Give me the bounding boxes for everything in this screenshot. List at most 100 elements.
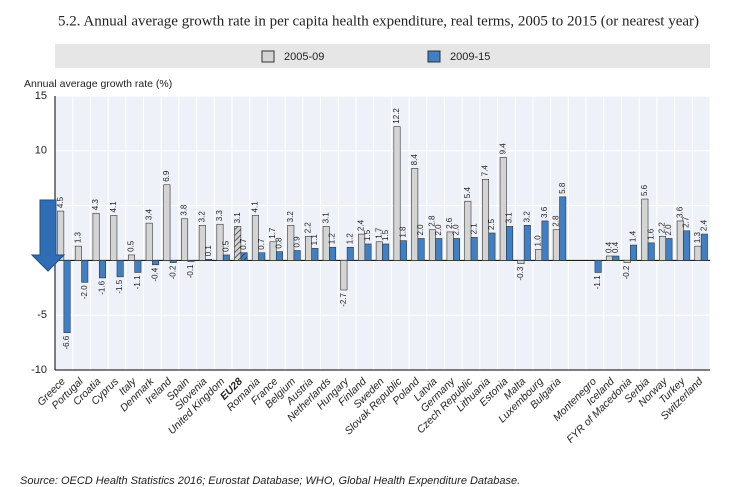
bar: [464, 200, 472, 261]
bar: [382, 243, 390, 261]
value-label: 5.8: [558, 182, 567, 194]
value-label: 0.4: [611, 241, 620, 253]
bar: [393, 126, 401, 261]
value-label: 4.5: [56, 196, 65, 208]
value-label: 1.7: [374, 227, 383, 239]
value-label: 2.1: [469, 223, 478, 235]
bar-hatch: [234, 226, 241, 261]
bar: [63, 260, 71, 334]
value-label: 1.4: [629, 230, 638, 242]
value-label: 2.0: [664, 224, 673, 236]
legend-label: 2005-09: [284, 51, 324, 63]
bar: [311, 248, 319, 261]
bar: [340, 260, 348, 291]
bar: [346, 246, 354, 261]
bar: [499, 157, 507, 261]
y-tick-label: -10: [31, 364, 47, 376]
value-label: 2.7: [682, 216, 691, 228]
bar: [594, 260, 602, 273]
value-label: -2.7: [339, 292, 348, 306]
value-label: 6.9: [162, 170, 171, 182]
value-label: 0.8: [275, 237, 284, 249]
value-label: -6.6: [62, 335, 71, 349]
value-label: 2.8: [428, 215, 437, 227]
value-label: 0.9: [292, 236, 301, 248]
value-label: 3.2: [522, 211, 531, 223]
value-label: 0.4: [605, 241, 614, 253]
bar: [411, 168, 419, 261]
y-tick-label: 10: [35, 145, 47, 157]
value-label: 1.0: [534, 235, 543, 247]
bar: [145, 222, 153, 261]
value-label: 3.6: [675, 206, 684, 218]
value-label: 0.1: [204, 245, 213, 257]
bar: [683, 230, 691, 261]
value-label: 9.4: [498, 143, 507, 155]
value-label: 3.2: [286, 211, 295, 223]
bar: [287, 225, 295, 261]
value-label: 1.7: [268, 227, 277, 239]
value-label: -0.1: [186, 264, 195, 278]
value-label: 2.0: [434, 224, 443, 236]
value-label: 2.0: [416, 224, 425, 236]
bar: [198, 225, 206, 261]
bar: [541, 220, 549, 261]
bar: [216, 223, 224, 261]
y-axis-label: Annual average growth rate (%): [24, 78, 172, 90]
value-label: 5.6: [640, 184, 649, 196]
bar: [559, 196, 567, 261]
bar: [612, 255, 620, 261]
value-label: 2.2: [658, 222, 667, 234]
bar-hatch: [240, 252, 248, 261]
value-label: -0.4: [151, 267, 160, 281]
bar: [700, 233, 708, 261]
bar: [329, 246, 337, 261]
bar: [205, 259, 213, 261]
value-label: 1.2: [345, 233, 354, 245]
value-label: 3.1: [233, 212, 242, 224]
bar: [152, 260, 160, 266]
bar: [81, 260, 89, 283]
bar: [523, 225, 531, 261]
bar: [694, 245, 702, 261]
value-label: 3.1: [505, 212, 514, 224]
bar: [506, 226, 514, 261]
plot: -10-50510152005-092009-15Greece4.5-6.6Po…: [31, 50, 711, 446]
value-label: 12.2: [392, 108, 401, 124]
value-label: -1.1: [133, 275, 142, 289]
value-label: 2.4: [357, 219, 366, 231]
value-label: -2.0: [80, 285, 89, 299]
legend-band: [55, 44, 710, 68]
bar: [322, 226, 330, 261]
bar: [453, 238, 460, 261]
bar: [647, 242, 655, 261]
value-label: 4.3: [91, 199, 100, 211]
bar: [116, 260, 124, 278]
bar: [258, 252, 266, 261]
value-label: -1.5: [115, 279, 124, 293]
bar: [535, 249, 543, 261]
value-label: 8.4: [410, 154, 419, 166]
bar: [364, 243, 372, 261]
value-label: 2.6: [445, 217, 454, 229]
value-label: 5.4: [463, 187, 472, 199]
bar: [435, 238, 443, 261]
value-label: 1.2: [328, 233, 337, 245]
bar: [641, 198, 649, 261]
bar: [605, 255, 613, 261]
bar: [623, 260, 631, 263]
bar: [222, 254, 230, 261]
value-label: 1.1: [310, 234, 319, 246]
value-label: 1.8: [398, 226, 407, 238]
value-label: 4.1: [251, 201, 260, 213]
bar: [417, 238, 425, 261]
bar: [275, 251, 283, 261]
value-label: 3.1: [321, 212, 330, 224]
bar: [163, 184, 171, 261]
value-label: 1.5: [363, 229, 372, 241]
value-label: -0.2: [622, 265, 631, 279]
value-label: 3.8: [180, 204, 189, 216]
value-label: -1.1: [593, 275, 602, 289]
source-note: Source: OECD Health Statistics 2016; Eur…: [20, 475, 520, 487]
value-label: 2.4: [699, 219, 708, 231]
